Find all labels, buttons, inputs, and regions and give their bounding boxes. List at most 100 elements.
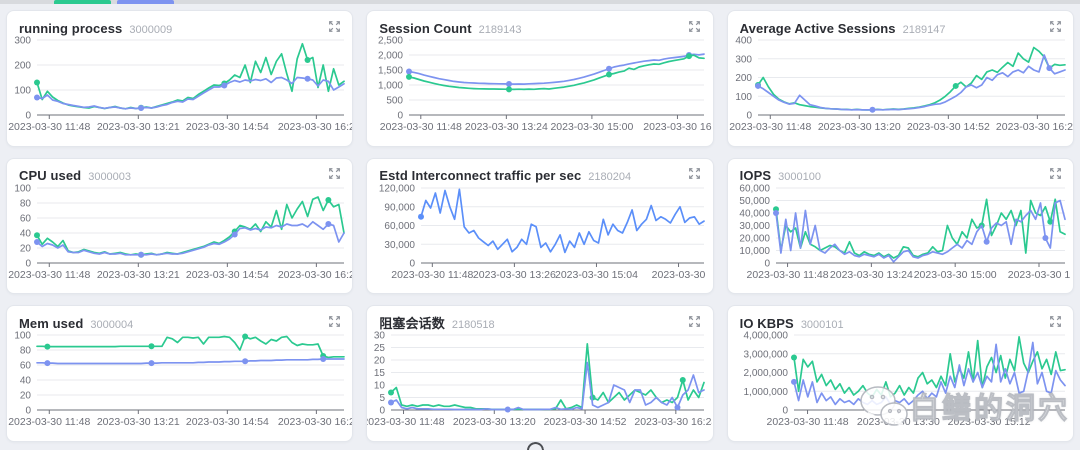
svg-text:60: 60	[20, 361, 32, 372]
svg-text:2023-03-30 16:24: 2023-03-30 16:24	[635, 416, 713, 428]
expand-button[interactable]	[326, 166, 342, 182]
expand-button[interactable]	[326, 313, 342, 329]
chart-canvas[interactable]: 0 30,000 60,000 90,000 120,000 2023-03-30 11:…	[367, 181, 712, 285]
chart-panel-0: running process 3000009 0 100 200 300 2023-03-…	[6, 10, 354, 147]
svg-text:0: 0	[782, 406, 788, 417]
panel-title: CPU used	[19, 168, 82, 184]
panel-header: Estd Interconnect traffic per sec 2180204	[367, 159, 712, 184]
chart-canvas[interactable]: 0 500 1,000 1,500 2,000 2,500 2023-03-30 11:48…	[367, 33, 712, 137]
svg-text:0: 0	[398, 111, 404, 122]
svg-text:2023-03-30 14:54: 2023-03-30 14:54	[186, 269, 269, 281]
svg-text:2023-03-30 16:24: 2023-03-30 16:24	[996, 121, 1073, 133]
svg-text:120,000: 120,000	[379, 183, 416, 194]
panel-header: Mem used 3000004	[7, 306, 352, 331]
svg-text:40: 40	[20, 376, 32, 387]
chart-canvas[interactable]: 0 1,000,000 2,000,000 3,000,000 4,000,000 202…	[728, 328, 1073, 432]
svg-text:1,500: 1,500	[378, 66, 403, 77]
svg-text:0: 0	[25, 111, 31, 122]
chart-canvas[interactable]: 0 20 40 60 80 100 2023-03-30 11:48 2023-03-30 1…	[7, 328, 352, 432]
metric-id-badge: 2189143	[478, 23, 522, 36]
chart-panel-1: Session Count 2189143 0 500 1,000 1,500 2,000 2…	[366, 10, 714, 147]
svg-text:2023-03-30 16:2: 2023-03-30 16:2	[278, 269, 352, 281]
chart-panel-6: Mem used 3000004 0 20 40 60 80 100 2023-03-30 11…	[6, 305, 354, 442]
svg-text:2023-03-30 11:48: 2023-03-30 11:48	[367, 416, 445, 428]
metric-id-badge: 3000004	[90, 318, 134, 331]
svg-text:0: 0	[410, 258, 416, 269]
panel-title: IO KBPS	[739, 315, 794, 331]
expand-button[interactable]	[687, 166, 703, 182]
svg-text:25: 25	[374, 343, 386, 354]
expand-arrows-icon	[1049, 20, 1061, 32]
legend-chip-blue[interactable]	[117, 0, 174, 4]
svg-text:90,000: 90,000	[385, 202, 416, 213]
svg-text:1,000: 1,000	[378, 81, 403, 92]
expand-button[interactable]	[326, 18, 342, 34]
svg-text:2023-03-30 11:48: 2023-03-30 11:48	[8, 121, 90, 133]
svg-text:20: 20	[20, 391, 32, 402]
expand-arrows-icon	[1049, 168, 1061, 180]
chart-panel-4: Estd Interconnect traffic per sec 2180204…	[366, 157, 714, 295]
svg-text:2023-03-30 15:04: 2023-03-30 15:04	[555, 269, 638, 281]
svg-text:2023-03-30 14:54: 2023-03-30 14:54	[186, 416, 269, 428]
svg-text:2023-03-30 11:48: 2023-03-30 11:48	[746, 269, 828, 281]
svg-text:2023-03-30 13:30: 2023-03-30 13:30	[857, 416, 940, 428]
expand-button[interactable]	[1047, 166, 1063, 182]
svg-text:60,000: 60,000	[385, 221, 416, 232]
metric-id-badge: 3000101	[800, 318, 844, 331]
expand-button[interactable]	[687, 18, 703, 34]
svg-text:1,000,000: 1,000,000	[743, 387, 788, 398]
expand-arrows-icon	[1049, 315, 1061, 327]
svg-text:20: 20	[374, 356, 386, 367]
svg-text:2023-03-30 11:48: 2023-03-30 11:48	[766, 416, 848, 428]
svg-text:2023-03-30 11:48: 2023-03-30 11:48	[380, 121, 462, 133]
expand-arrows-icon	[328, 168, 340, 180]
svg-text:40: 40	[20, 228, 32, 239]
panel-title: Estd Interconnect traffic per sec	[379, 168, 582, 184]
svg-text:10: 10	[374, 381, 386, 392]
expand-button[interactable]	[1047, 313, 1063, 329]
svg-text:100: 100	[14, 331, 31, 342]
metric-id-badge: 2189147	[902, 23, 946, 36]
svg-text:2023-03-30 11:48: 2023-03-30 11:48	[8, 416, 90, 428]
svg-text:2023-03-30 16:2: 2023-03-30 16:2	[278, 416, 352, 428]
svg-text:2023-03-30 15:12: 2023-03-30 15:12	[947, 416, 1030, 428]
svg-text:2023-03-30 13:21: 2023-03-30 13:21	[97, 416, 180, 428]
expand-button[interactable]	[687, 314, 703, 330]
svg-text:0: 0	[25, 406, 31, 417]
svg-text:10,000: 10,000	[739, 246, 770, 257]
chart-canvas[interactable]: 0 5 10 15 20 25 30 2023-03-30 11:48 2023-03-30 1…	[367, 328, 712, 432]
chart-canvas[interactable]: 0 10,000 20,000 30,000 40,000 50,000 60,000 202…	[728, 181, 1073, 285]
metric-id-badge: 3000003	[88, 171, 132, 184]
svg-text:2023-03-30 1: 2023-03-30 1	[1007, 269, 1070, 281]
svg-text:0: 0	[25, 258, 31, 269]
panel-header: Average Active Sessions 2189147	[728, 11, 1073, 36]
svg-text:60,000: 60,000	[739, 183, 770, 194]
svg-text:2023-03-30 16:2: 2023-03-30 16:2	[278, 121, 352, 133]
svg-text:200: 200	[14, 61, 31, 72]
panel-title: Average Active Sessions	[739, 20, 896, 36]
svg-text:2023-03-30 11:48: 2023-03-30 11:48	[729, 121, 811, 133]
metric-id-badge: 2180518	[451, 319, 495, 332]
svg-text:2023-03-30 11:48: 2023-03-30 11:48	[8, 269, 90, 281]
svg-text:100: 100	[14, 86, 31, 97]
chart-panel-8: IO KBPS 3000101 0 1,000,000 2,000,000 3,000,0…	[726, 305, 1074, 442]
legend-chip-green[interactable]	[54, 0, 111, 4]
svg-text:80: 80	[20, 346, 32, 357]
svg-text:2023-03-30 11:48: 2023-03-30 11:48	[392, 269, 474, 281]
svg-text:2023-03-30 15:00: 2023-03-30 15:00	[913, 269, 996, 281]
svg-text:2023-03-30: 2023-03-30	[652, 269, 706, 281]
expand-button[interactable]	[1047, 18, 1063, 34]
chart-canvas[interactable]: 0 100 200 300 2023-03-30 11:48 2023-03-30 13:…	[7, 33, 352, 137]
expand-arrows-icon	[689, 20, 701, 32]
svg-text:2023-03-30 14:54: 2023-03-30 14:54	[186, 121, 269, 133]
chart-canvas[interactable]: 0 100 200 300 400 2023-03-30 11:48 2023-03-30 …	[728, 33, 1073, 137]
svg-text:300: 300	[14, 36, 31, 47]
expand-arrows-icon	[689, 316, 701, 328]
dashboard-grid: running process 3000009 0 100 200 300 2023-03-…	[0, 4, 1080, 450]
svg-text:400: 400	[735, 36, 752, 47]
svg-text:0: 0	[380, 406, 386, 417]
chart-canvas[interactable]: 0 20 40 60 80 100 2023-03-30 11:48 2023-03-30 1…	[7, 181, 352, 285]
panel-title: Mem used	[19, 315, 84, 331]
panel-title: Session Count	[379, 20, 472, 36]
svg-text:2,000: 2,000	[378, 51, 403, 62]
